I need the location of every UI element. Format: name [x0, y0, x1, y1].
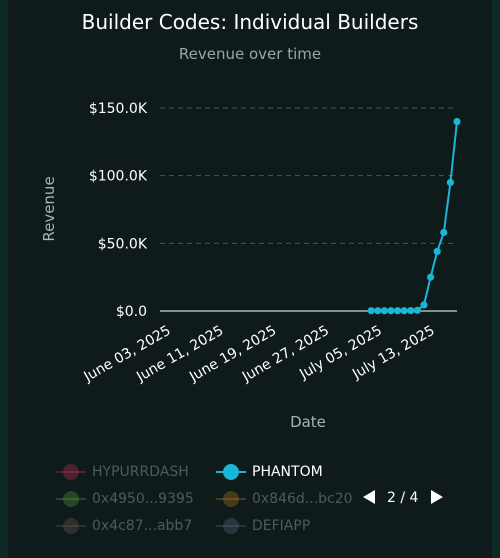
legend-label: 0x4950...9395 — [92, 491, 194, 507]
legend-marker-icon — [216, 491, 246, 507]
data-point[interactable] — [374, 307, 382, 315]
data-point[interactable] — [446, 178, 454, 187]
y-tick-label: $50.0K — [98, 236, 148, 252]
y-axis-label: Revenue — [40, 176, 58, 241]
y-tick-label: $100.0K — [89, 169, 148, 185]
series-layer — [367, 117, 461, 315]
y-tick-label: $0.0 — [116, 304, 147, 320]
y-axis-ticks: $0.0 $50.0K $100.0K $150.0K — [89, 101, 148, 320]
chart-subtitle: Revenue over time — [178, 45, 322, 63]
legend-label: PHANTOM — [252, 464, 323, 480]
x-tick-label: June 19, 2025 — [186, 323, 279, 386]
chart-title: Builder Codes: Individual Builders — [81, 10, 419, 34]
data-point[interactable] — [420, 301, 428, 309]
legend-marker-icon — [56, 491, 86, 507]
legend-label: 0x846d...bc20 — [252, 491, 353, 507]
data-point[interactable] — [440, 228, 448, 237]
x-tick-label: June 11, 2025 — [133, 323, 226, 386]
data-point[interactable] — [367, 307, 375, 315]
data-point[interactable] — [400, 307, 408, 315]
data-point[interactable] — [453, 117, 461, 126]
legend-marker-icon — [56, 464, 86, 480]
legend-label: HYPURRDASH — [92, 464, 189, 480]
series-line — [371, 121, 458, 312]
x-tick-label: June 27, 2025 — [239, 323, 332, 386]
data-point[interactable] — [387, 307, 395, 315]
data-point[interactable] — [427, 273, 435, 281]
legend-label: 0x4c87...abb7 — [92, 518, 193, 534]
data-point[interactable] — [394, 307, 402, 315]
legend-marker-icon — [216, 464, 246, 480]
y-tick-label: $150.0K — [89, 101, 148, 117]
legend-marker-icon — [56, 518, 86, 534]
grid — [160, 107, 457, 312]
legend-label: DEFIAPP — [252, 518, 311, 534]
data-point[interactable] — [380, 307, 388, 315]
chart-panel — [8, 0, 492, 558]
data-point[interactable] — [433, 247, 441, 256]
x-tick-label: June 03, 2025 — [80, 323, 173, 386]
data-point[interactable] — [407, 306, 415, 315]
x-axis-label: Date — [290, 413, 326, 431]
legend-marker-icon — [216, 518, 246, 534]
data-point[interactable] — [413, 306, 421, 314]
